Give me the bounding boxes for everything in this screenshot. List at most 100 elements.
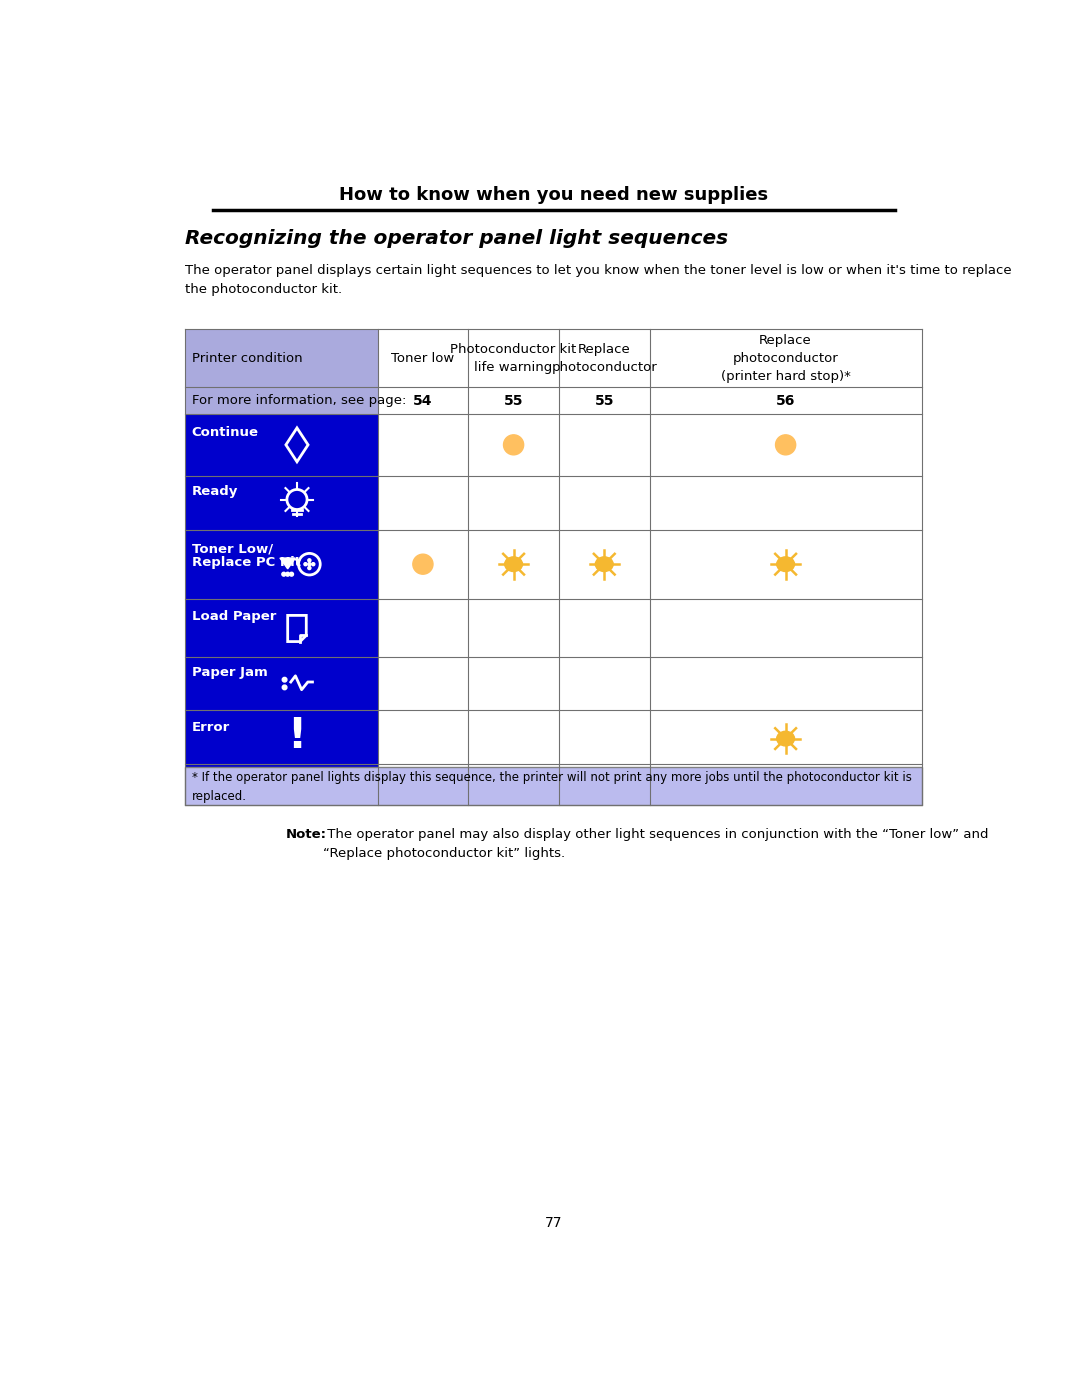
Bar	[469, 711, 559, 767]
Bar	[186, 387, 378, 414]
Text: 54: 54	[414, 394, 433, 408]
Circle shape	[308, 559, 311, 562]
Bar	[186, 414, 378, 475]
Bar	[469, 599, 559, 657]
Bar	[649, 599, 921, 657]
Bar	[378, 330, 469, 387]
Bar	[378, 711, 469, 767]
Text: Replace
photoconductor: Replace photoconductor	[552, 342, 657, 374]
Bar	[559, 529, 649, 599]
Bar	[378, 414, 469, 475]
Bar	[378, 529, 469, 599]
Ellipse shape	[595, 557, 613, 571]
Bar	[559, 599, 649, 657]
Bar	[559, 330, 649, 387]
Bar	[469, 599, 559, 657]
Bar	[186, 599, 378, 657]
Bar	[469, 475, 559, 529]
Bar	[186, 767, 921, 805]
Text: Photoconductor kit
life warning: Photoconductor kit life warning	[450, 342, 577, 374]
Text: Continue: Continue	[191, 426, 258, 439]
Ellipse shape	[777, 731, 795, 746]
Text: Load Paper: Load Paper	[191, 609, 276, 623]
Bar	[649, 330, 921, 387]
Circle shape	[289, 573, 294, 576]
Text: The operator panel displays certain light sequences to let you know when the ton: The operator panel displays certain ligh…	[186, 264, 1012, 296]
Circle shape	[308, 567, 311, 570]
Bar	[469, 529, 559, 599]
Bar	[469, 330, 559, 387]
Bar	[559, 529, 649, 599]
Bar	[649, 657, 921, 711]
Circle shape	[308, 563, 311, 566]
Bar	[649, 657, 921, 711]
Bar	[649, 529, 921, 599]
Text: 77: 77	[544, 1215, 563, 1229]
Bar	[469, 414, 559, 475]
Bar	[559, 711, 649, 764]
Bar	[469, 387, 559, 414]
Bar	[559, 475, 649, 529]
Bar	[469, 475, 559, 529]
Text: Replace PC Kit: Replace PC Kit	[191, 556, 300, 570]
Bar	[649, 711, 921, 767]
Bar	[559, 657, 649, 711]
Bar	[469, 657, 559, 711]
Circle shape	[282, 678, 287, 682]
Bar	[559, 387, 649, 414]
Circle shape	[282, 573, 286, 576]
Text: 55: 55	[504, 394, 524, 408]
Bar	[649, 475, 921, 529]
Ellipse shape	[504, 557, 523, 571]
Ellipse shape	[777, 557, 795, 571]
Bar	[469, 414, 559, 475]
Text: Note:: Note:	[286, 828, 327, 841]
Bar	[559, 599, 649, 657]
Circle shape	[286, 573, 289, 576]
Bar	[469, 529, 559, 599]
Circle shape	[282, 685, 287, 690]
Bar	[559, 414, 649, 475]
Bar	[649, 414, 921, 475]
Bar	[559, 414, 649, 475]
Text: !: !	[287, 714, 307, 757]
Text: Replace
photoconductor
(printer hard stop)*: Replace photoconductor (printer hard sto…	[720, 334, 851, 383]
Bar	[378, 387, 469, 414]
Circle shape	[503, 434, 524, 455]
Bar	[649, 414, 921, 475]
Bar	[378, 599, 469, 657]
Text: Ready: Ready	[191, 485, 238, 499]
Bar	[186, 529, 378, 599]
Bar	[469, 711, 559, 764]
Circle shape	[413, 555, 433, 574]
Bar	[469, 657, 559, 711]
Text: 56: 56	[775, 394, 795, 408]
Bar	[378, 475, 469, 529]
Text: How to know when you need new supplies: How to know when you need new supplies	[339, 186, 768, 204]
Text: Recognizing the operator panel light sequences: Recognizing the operator panel light seq…	[186, 229, 729, 249]
Bar	[559, 711, 649, 767]
Bar	[559, 657, 649, 711]
Text: Toner Low/: Toner Low/	[191, 542, 272, 556]
Text: Error: Error	[191, 721, 230, 733]
Text: Printer condition: Printer condition	[191, 352, 302, 365]
Bar	[378, 414, 469, 475]
Bar	[378, 475, 469, 529]
Bar	[378, 657, 469, 711]
Circle shape	[303, 563, 307, 566]
Bar	[378, 711, 469, 764]
Bar	[649, 529, 921, 599]
Text: The operator panel may also display other light sequences in conjunction with th: The operator panel may also display othe…	[323, 828, 989, 861]
Bar	[649, 387, 921, 414]
Text: Toner low: Toner low	[391, 352, 455, 365]
Bar	[186, 475, 378, 529]
Bar	[649, 599, 921, 657]
Polygon shape	[280, 557, 296, 569]
Text: For more information, see page:: For more information, see page:	[191, 394, 406, 407]
Bar	[649, 711, 921, 764]
Bar	[186, 711, 378, 767]
Bar	[186, 330, 921, 387]
Text: 55: 55	[594, 394, 615, 408]
Text: Paper Jam: Paper Jam	[191, 666, 268, 679]
Text: * If the operator panel lights display this sequence, the printer will not print: * If the operator panel lights display t…	[191, 771, 912, 803]
